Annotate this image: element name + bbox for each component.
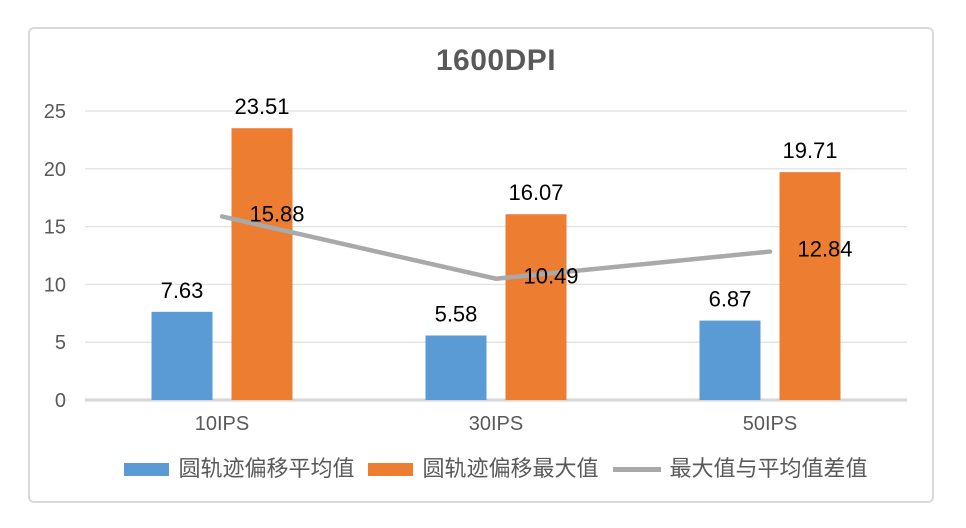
y-tick-label-15: 15 [44, 217, 66, 239]
line-point-label-50IPS: 12.84 [797, 237, 852, 262]
legend-item-1: 圆轨迹偏移最大值 [368, 456, 599, 482]
chart-title: 1600DPI [435, 44, 557, 77]
y-tick-label-25: 25 [44, 101, 66, 123]
bar-label-s0-10IPS: 7.63 [161, 278, 204, 303]
bar-label-s0-50IPS: 6.87 [709, 287, 752, 312]
legend-swatch-bar-1 [368, 462, 414, 476]
bar-s1-10IPS [231, 128, 293, 400]
x-category-label-50IPS: 50IPS [743, 413, 797, 435]
legend-swatch-line-2 [612, 466, 661, 472]
y-tick-label-5: 5 [55, 332, 66, 354]
bar-s0-30IPS [425, 335, 487, 400]
line-point-label-10IPS: 15.88 [249, 201, 304, 226]
bar-label-s0-30IPS: 5.58 [435, 301, 478, 326]
legend-label-1: 圆轨迹偏移最大值 [422, 456, 599, 481]
bar-s1-30IPS [505, 214, 567, 400]
bar-s0-10IPS [151, 311, 213, 400]
bar-s0-50IPS [699, 320, 761, 400]
legend-swatch-bar-0 [124, 462, 170, 476]
legend-item-2: 最大值与平均值差值 [612, 456, 868, 482]
legend-item-0: 圆轨迹偏移平均值 [124, 456, 354, 482]
bar-s1-50IPS [779, 172, 841, 400]
bar-label-s1-10IPS: 23.51 [234, 94, 289, 119]
bar-label-s1-30IPS: 16.07 [508, 180, 563, 205]
line-point-label-30IPS: 10.49 [523, 264, 578, 289]
bar-label-s1-50IPS: 19.71 [782, 138, 837, 163]
y-tick-label-0: 0 [55, 390, 66, 412]
y-tick-label-10: 10 [44, 274, 66, 296]
legend-label-2: 最大值与平均值差值 [669, 456, 868, 481]
y-tick-label-20: 20 [44, 159, 66, 181]
legend-label-0: 圆轨迹偏移平均值 [178, 456, 355, 481]
chart-legend: 圆轨迹偏移平均值 圆轨迹偏移最大值 最大值与平均值差值 [85, 456, 907, 482]
x-category-label-10IPS: 10IPS [195, 413, 249, 435]
x-category-label-30IPS: 30IPS [469, 413, 523, 435]
diff-line-series [219, 214, 773, 282]
